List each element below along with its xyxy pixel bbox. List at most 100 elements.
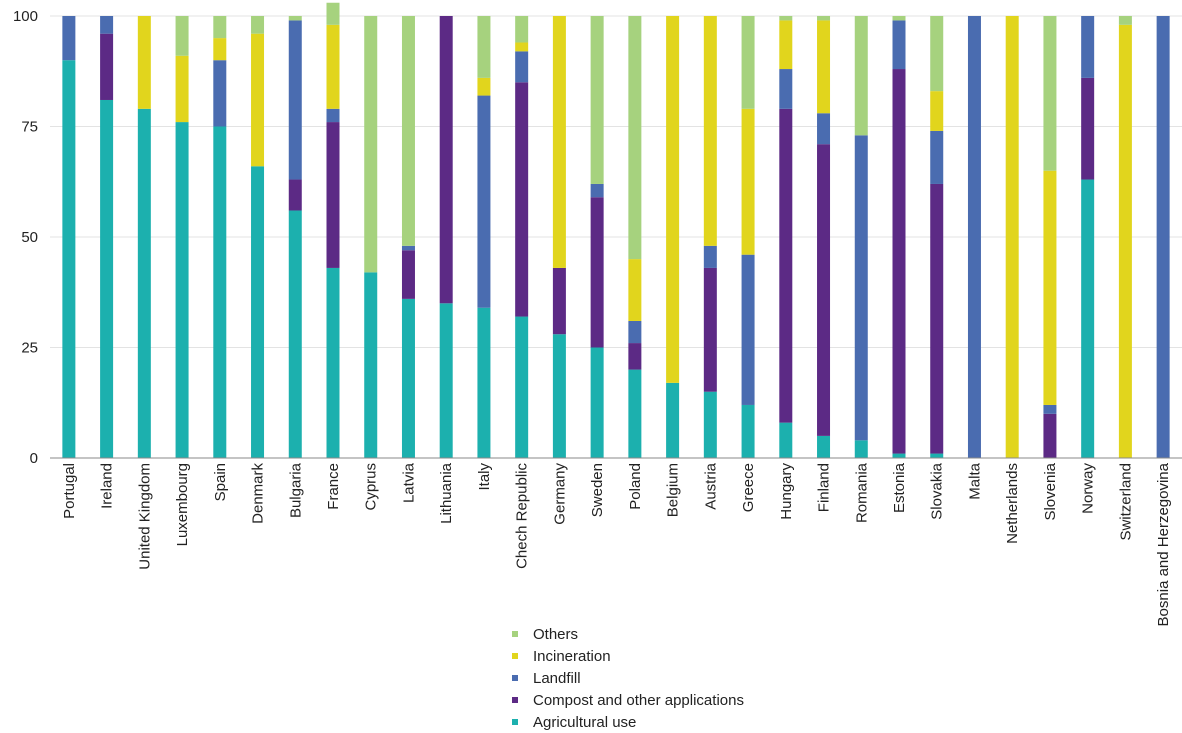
y-tick-label-0: 0 — [30, 450, 38, 467]
bar-italy-others — [477, 16, 491, 78]
legend-label-others: Others — [533, 625, 579, 643]
bars — [62, 2, 1170, 459]
x-tick-label-germany: Germany — [551, 463, 568, 525]
bar-slovakia-compost-and-other-applications — [930, 183, 944, 454]
bar-luxembourg-agricultural-use — [175, 122, 189, 458]
x-tick-label-slovenia: Slovenia — [1042, 462, 1059, 520]
bar-hungary-landfill — [779, 69, 793, 109]
bar-poland-others — [628, 16, 642, 260]
x-tick-label-luxembourg: Luxembourg — [174, 463, 191, 546]
bar-slovenia-landfill — [1043, 404, 1057, 414]
bar-estonia-landfill — [892, 20, 906, 70]
bar-poland-landfill — [628, 320, 642, 344]
bar-latvia-agricultural-use — [401, 298, 415, 458]
x-tick-label-united-kingdom: United Kingdom — [136, 463, 153, 570]
bar-denmark-incineration — [251, 33, 265, 167]
bar-chech-republic-compost-and-other-applications — [515, 82, 529, 317]
bar-slovakia-incineration — [930, 91, 944, 131]
bar-finland-landfill — [817, 113, 831, 145]
x-tick-label-latvia: Latvia — [400, 462, 417, 503]
x-axis-labels: Portugal Ireland United Kingdom Luxembourg S… — [61, 462, 1172, 626]
bar-poland-compost-and-other-applications — [628, 343, 642, 370]
bar-switzerland-others — [1118, 16, 1132, 25]
bar-finland-incineration — [817, 20, 831, 114]
y-axis-ticks: 0 25 50 75 100 — [13, 8, 38, 467]
y-tick-label-50: 50 — [21, 229, 38, 246]
bar-ireland-landfill — [100, 16, 114, 34]
bar-belgium-agricultural-use — [666, 382, 680, 458]
bar-cyprus-agricultural-use — [364, 272, 378, 458]
bar-chech-republic-landfill — [515, 51, 529, 83]
bar-chech-republic-agricultural-use — [515, 316, 529, 458]
bar-slovakia-others — [930, 16, 944, 92]
bar-france-landfill — [326, 108, 340, 123]
bar-slovakia-landfill — [930, 130, 944, 184]
bar-greece-landfill — [741, 254, 755, 405]
x-tick-label-switzerland: Switzerland — [1117, 463, 1134, 541]
bar-germany-incineration — [552, 16, 566, 268]
x-tick-label-norway: Norway — [1080, 463, 1097, 514]
bar-belgium-incineration — [666, 16, 680, 383]
bar-denmark-agricultural-use — [251, 166, 265, 458]
bar-netherlands-incineration — [1005, 16, 1019, 458]
bar-luxembourg-incineration — [175, 55, 189, 123]
legend: Others Incineration Landfill Compost and… — [512, 623, 744, 733]
x-tick-label-romania: Romania — [853, 462, 870, 523]
bar-switzerland-incineration — [1118, 24, 1132, 459]
bar-estonia-agricultural-use — [892, 453, 906, 458]
x-tick-label-greece: Greece — [740, 463, 757, 512]
bar-italy-landfill — [477, 95, 491, 308]
bar-hungary-compost-and-other-applications — [779, 108, 793, 423]
bar-france-incineration — [326, 24, 340, 109]
bar-sweden-others — [590, 16, 604, 184]
x-tick-label-bulgaria: Bulgaria — [287, 462, 304, 518]
bar-france-compost-and-other-applications — [326, 122, 340, 268]
legend-item-incineration: Incineration — [512, 645, 744, 667]
bar-spain-landfill — [213, 60, 227, 127]
bar-estonia-compost-and-other-applications — [892, 69, 906, 454]
bar-portugal-agricultural-use — [62, 60, 76, 458]
bar-lithuania-compost-and-other-applications — [439, 16, 453, 304]
bar-poland-agricultural-use — [628, 369, 642, 458]
bar-romania-others — [854, 16, 868, 136]
bar-bulgaria-landfill — [288, 20, 302, 180]
x-tick-label-poland: Poland — [627, 463, 644, 510]
x-tick-label-chech-republic: Chech Republic — [514, 463, 531, 569]
bar-italy-incineration — [477, 77, 491, 96]
bar-slovenia-incineration — [1043, 170, 1057, 405]
bar-hungary-agricultural-use — [779, 422, 793, 458]
x-tick-label-portugal: Portugal — [61, 463, 78, 519]
x-tick-label-cyprus: Cyprus — [363, 463, 380, 511]
legend-item-others: Others — [512, 623, 744, 645]
bar-sweden-landfill — [590, 183, 604, 198]
bar-france-others — [326, 2, 340, 25]
bar-portugal-landfill — [62, 16, 76, 61]
bar-luxembourg-others — [175, 16, 189, 56]
bar-bulgaria-others — [288, 16, 302, 21]
bar-spain-others — [213, 16, 227, 39]
bar-norway-agricultural-use — [1081, 179, 1095, 459]
x-tick-label-lithuania: Lithuania — [438, 462, 455, 524]
bar-italy-agricultural-use — [477, 307, 491, 458]
bar-estonia-others — [892, 16, 906, 21]
bar-france-agricultural-use — [326, 267, 340, 458]
legend-label-landfill: Landfill — [533, 669, 581, 687]
bar-austria-agricultural-use — [703, 391, 717, 458]
bar-latvia-compost-and-other-applications — [401, 250, 415, 299]
bar-latvia-landfill — [401, 245, 415, 251]
bar-finland-agricultural-use — [817, 435, 831, 458]
bar-slovenia-others — [1043, 16, 1057, 171]
bar-slovakia-agricultural-use — [930, 453, 944, 458]
bar-hungary-others — [779, 16, 793, 21]
bar-hungary-incineration — [779, 20, 793, 70]
x-tick-label-malta: Malta — [966, 462, 983, 499]
bar-malta-landfill — [967, 16, 981, 458]
x-tick-label-france: France — [325, 463, 342, 510]
bar-bosnia-and-herzegovina-landfill — [1156, 16, 1170, 458]
bar-sweden-compost-and-other-applications — [590, 197, 604, 348]
legend-item-landfill: Landfill — [512, 667, 744, 689]
x-tick-label-ireland: Ireland — [99, 463, 116, 509]
x-tick-label-estonia: Estonia — [891, 462, 908, 513]
x-tick-label-slovakia: Slovakia — [929, 462, 946, 519]
